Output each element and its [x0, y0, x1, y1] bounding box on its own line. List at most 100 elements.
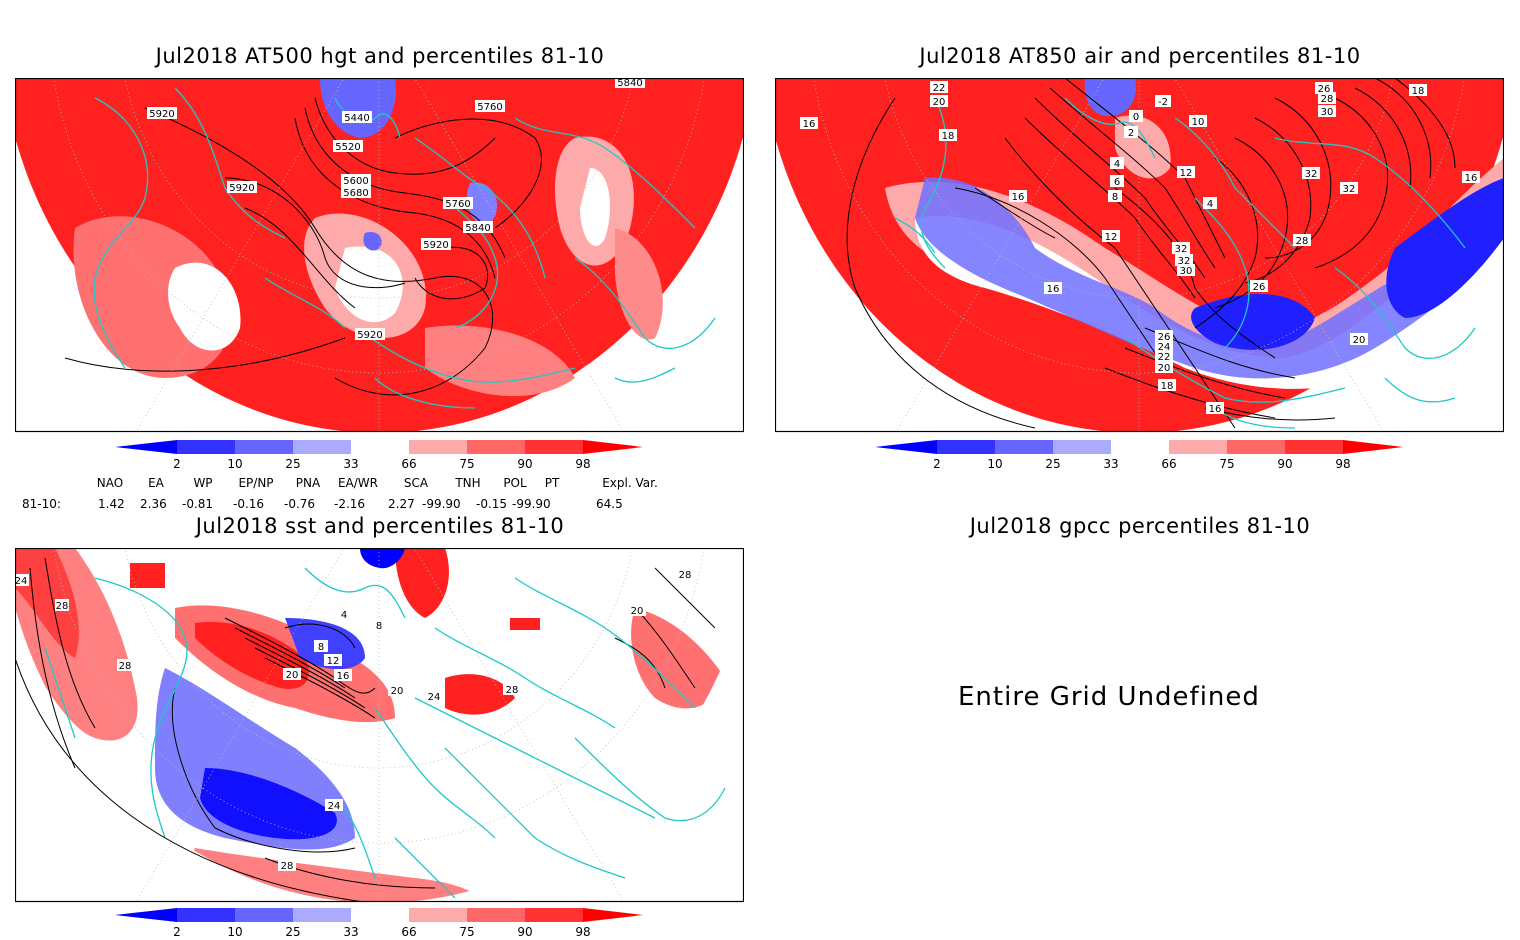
svg-text:4: 4 — [1207, 199, 1213, 210]
colorbar-label: 75 — [459, 925, 474, 939]
contour-label: 5680 — [341, 186, 371, 199]
svg-text:18: 18 — [942, 131, 955, 142]
fill-warm-med — [445, 674, 515, 715]
svg-text:2: 2 — [1128, 128, 1134, 139]
contour-label: 0 — [1129, 110, 1143, 123]
panel-frame — [15, 78, 744, 433]
svg-text:30: 30 — [1321, 107, 1334, 118]
fill-blue-patch — [1084, 78, 1136, 117]
fill-blue-core — [1191, 294, 1315, 350]
svg-text:5920: 5920 — [229, 183, 254, 194]
colorbar-swatch-25 — [235, 908, 293, 922]
fill-white-patch — [335, 246, 403, 323]
colorbar-hgt: 2 10 25 33 66 75 90 98 — [115, 440, 643, 471]
svg-text:5440: 5440 — [344, 113, 369, 124]
svg-text:28: 28 — [679, 570, 692, 581]
contour-label: 30 — [1318, 105, 1336, 118]
svg-text:18: 18 — [1412, 86, 1425, 97]
colorbar-swatch-2 — [115, 908, 177, 922]
svg-text:26: 26 — [1253, 282, 1266, 293]
svg-text:18: 18 — [1161, 381, 1174, 392]
map-panel-air: 22 20 16 18 -2 0 2 4 6 8 10 12 16 12 16 … — [775, 78, 1504, 433]
colorbar-swatch-33 — [1053, 440, 1111, 454]
colorbar-swatch-66 — [409, 908, 467, 922]
contour-label: 32 — [1340, 182, 1358, 195]
index-header-pna: PNA — [296, 476, 321, 490]
fill-blue-band — [915, 177, 1504, 379]
contour-label: 10 — [1189, 115, 1207, 128]
contour-label: 12 — [324, 654, 342, 667]
colorbar-label: 98 — [575, 457, 590, 471]
colorbar-swatch-98 — [583, 908, 643, 922]
svg-text:12: 12 — [1105, 232, 1118, 243]
index-value-sca: 2.27 — [388, 497, 415, 511]
index-row-label: 81-10: — [22, 497, 61, 511]
contour-label: 32 — [1172, 242, 1190, 255]
contour-label: 28 — [503, 683, 521, 696]
colorbar-swatch-33 — [293, 440, 351, 454]
contour-label: -2 — [1155, 95, 1171, 108]
svg-text:26: 26 — [1318, 84, 1331, 95]
svg-text:8: 8 — [376, 621, 382, 632]
teleconnection-indices: NAO EA WP EP/NP PNA EA/WR SCA TNH POL PT… — [22, 476, 658, 511]
graticule-hgt — [48, 78, 710, 432]
svg-text:16: 16 — [1209, 404, 1222, 415]
contour-label: 18 — [939, 129, 957, 142]
fill-warm-north — [395, 548, 449, 618]
colorbar-swatch-66 — [409, 440, 467, 454]
contour-label: 20 — [1155, 361, 1173, 374]
colorbar-swatch-2 — [875, 440, 937, 454]
contour-label: 26 — [1155, 330, 1173, 343]
fill-blue-patch — [363, 231, 382, 251]
map-panel-sst: 24 28 28 20 8 12 16 4 8 20 28 24 28 28 2… — [15, 548, 744, 903]
graticule-air — [808, 78, 1470, 432]
svg-text:5520: 5520 — [335, 142, 360, 153]
fill-blue-core — [1386, 178, 1504, 318]
svg-text:22: 22 — [1158, 352, 1171, 363]
contour-label: 5600 — [341, 174, 371, 187]
index-header-nao: NAO — [97, 476, 123, 490]
svg-text:24: 24 — [15, 576, 27, 587]
colorbar-label: 25 — [285, 457, 300, 471]
contour-label: 22 — [930, 81, 948, 94]
svg-text:5760: 5760 — [477, 102, 502, 113]
svg-text:16: 16 — [1012, 192, 1025, 203]
colorbar-swatch-90 — [525, 908, 583, 922]
colorbar-label: 2 — [933, 457, 941, 471]
coastlines-air — [894, 97, 1476, 429]
colorbar-label: 66 — [401, 925, 416, 939]
contour-label: 24 — [425, 690, 443, 703]
contour-label: 5840 — [463, 221, 493, 234]
fill-warm-right — [631, 608, 725, 709]
svg-text:5920: 5920 — [357, 330, 382, 341]
contour-label: 5920 — [355, 328, 385, 341]
fill-blue-core — [200, 768, 337, 840]
svg-text:28: 28 — [506, 685, 519, 696]
contour-label: 20 — [1350, 333, 1368, 346]
colorbar-label: 90 — [517, 457, 532, 471]
contour-label: 28 — [278, 859, 296, 872]
index-header-eawr: EA/WR — [338, 476, 378, 490]
svg-text:32: 32 — [1343, 184, 1356, 195]
svg-text:5760: 5760 — [445, 199, 470, 210]
contour-label: 28 — [117, 659, 133, 672]
index-header-explvar: Expl. Var. — [602, 476, 658, 490]
fill-blue-patch — [320, 78, 396, 138]
index-value-explvar: 64.5 — [596, 497, 623, 511]
svg-text:8: 8 — [1112, 192, 1118, 203]
contour-label: 20 — [283, 668, 301, 681]
colorbar-label: 75 — [459, 457, 474, 471]
contour-label: 20 — [930, 95, 948, 108]
colorbar-label: 25 — [1045, 457, 1060, 471]
colorbar-label: 10 — [227, 925, 242, 939]
colorbar-label: 66 — [401, 457, 416, 471]
colorbar-swatch-neutral — [351, 440, 409, 454]
colorbar-swatch-2 — [115, 440, 177, 454]
svg-text:20: 20 — [391, 686, 404, 697]
svg-text:28: 28 — [1321, 94, 1334, 105]
svg-text:20: 20 — [286, 670, 299, 681]
contour-label: 4 — [1110, 157, 1124, 170]
map-panel-hgt: 5920 5440 5520 5600 5680 5760 5840 5920 … — [15, 78, 744, 433]
contour-label: 5920 — [421, 238, 451, 251]
fill-warm-north-left — [130, 563, 165, 588]
